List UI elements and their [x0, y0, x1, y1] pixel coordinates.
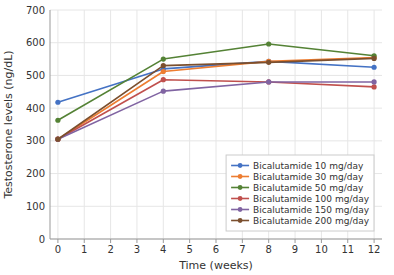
- legend-label: Bicalutamide 200 mg/day: [253, 216, 370, 226]
- tick-label: 9: [292, 244, 298, 255]
- tick-mark: [216, 239, 217, 243]
- grid-line: [57, 10, 58, 239]
- chart: 01002003004005006007000123456789101112Ti…: [0, 0, 394, 275]
- tick-mark: [163, 239, 164, 243]
- data-point: [55, 137, 60, 142]
- series-line: [58, 58, 374, 139]
- data-point: [55, 100, 60, 105]
- y-axis-line: [50, 10, 51, 239]
- grid-line: [50, 239, 382, 240]
- data-point: [266, 41, 271, 46]
- data-point: [266, 79, 271, 84]
- tick-label: 0: [39, 234, 45, 245]
- tick-label: 600: [26, 37, 45, 48]
- tick-label: 400: [26, 103, 45, 114]
- tick-mark: [57, 239, 58, 243]
- axes: 01002003004005006007000123456789101112: [26, 5, 382, 256]
- tick-label: 2: [107, 244, 113, 255]
- data-point: [161, 56, 166, 61]
- tick-mark: [347, 239, 348, 243]
- tick-label: 500: [26, 70, 45, 81]
- tick-label: 8: [266, 244, 272, 255]
- legend-marker: [238, 218, 243, 223]
- legend-marker: [238, 207, 243, 212]
- data-point: [371, 65, 376, 70]
- tick-label: 200: [26, 168, 45, 179]
- tick-mark: [268, 239, 269, 243]
- grid-line: [216, 10, 217, 239]
- tick-label: 700: [26, 5, 45, 16]
- tick-label: 1: [81, 244, 87, 255]
- tick-label: 7: [239, 244, 245, 255]
- data-point: [161, 69, 166, 74]
- tick-label: 300: [26, 135, 45, 146]
- legend-label: Bicalutamide 150 mg/day: [253, 205, 370, 215]
- tick-label: 0: [55, 244, 61, 255]
- data-point: [161, 89, 166, 94]
- plot-area: [55, 41, 376, 141]
- series-line: [58, 80, 374, 140]
- tick-mark: [110, 239, 111, 243]
- data-point: [371, 56, 376, 61]
- x-axis-line: [50, 239, 382, 240]
- legend-label: Bicalutamide 50 mg/day: [253, 183, 364, 193]
- grid-line: [136, 10, 137, 239]
- grid: [50, 10, 382, 239]
- tick-mark: [136, 239, 137, 243]
- data-point: [55, 137, 60, 142]
- x-axis-label: Time (weeks): [178, 259, 253, 272]
- tick-label: 5: [186, 244, 192, 255]
- tick-mark: [295, 239, 296, 243]
- y-axis-label: Testosterone levels (ng/dL): [2, 50, 15, 199]
- tick-label: 11: [341, 244, 354, 255]
- tick-mark: [84, 239, 85, 243]
- legend-frame: [226, 155, 374, 231]
- data-point: [55, 137, 60, 142]
- series-line: [58, 82, 374, 139]
- tick-mark: [374, 239, 375, 243]
- tick-label: 3: [134, 244, 140, 255]
- tick-mark: [321, 239, 322, 243]
- grid-line: [110, 10, 111, 239]
- data-point: [161, 63, 166, 68]
- legend-label: Bicalutamide 10 mg/day: [253, 161, 364, 171]
- series-line: [58, 57, 374, 139]
- data-point: [161, 77, 166, 82]
- data-point: [266, 59, 271, 64]
- tick-label: 12: [368, 244, 381, 255]
- legend-marker: [238, 196, 243, 201]
- tick-mark: [242, 239, 243, 243]
- tick-mark: [189, 239, 190, 243]
- grid-line: [189, 10, 190, 239]
- data-point: [266, 79, 271, 84]
- data-point: [371, 79, 376, 84]
- legend-label: Bicalutamide 30 mg/day: [253, 172, 364, 182]
- data-point: [266, 59, 271, 64]
- tick-label: 4: [160, 244, 166, 255]
- chart-container: 01002003004005006007000123456789101112Ti…: [0, 0, 394, 275]
- legend-marker: [238, 185, 243, 190]
- data-point: [266, 60, 271, 65]
- legend-marker: [238, 163, 243, 168]
- tick-label: 10: [315, 244, 328, 255]
- data-point: [55, 118, 60, 123]
- legend: Bicalutamide 10 mg/dayBicalutamide 30 mg…: [226, 155, 374, 231]
- legend-marker: [238, 174, 243, 179]
- data-point: [55, 137, 60, 142]
- grid-line: [163, 10, 164, 239]
- tick-label: 100: [26, 201, 45, 212]
- tick-label: 6: [213, 244, 219, 255]
- legend-label: Bicalutamide 100 mg/day: [253, 194, 370, 204]
- data-point: [371, 84, 376, 89]
